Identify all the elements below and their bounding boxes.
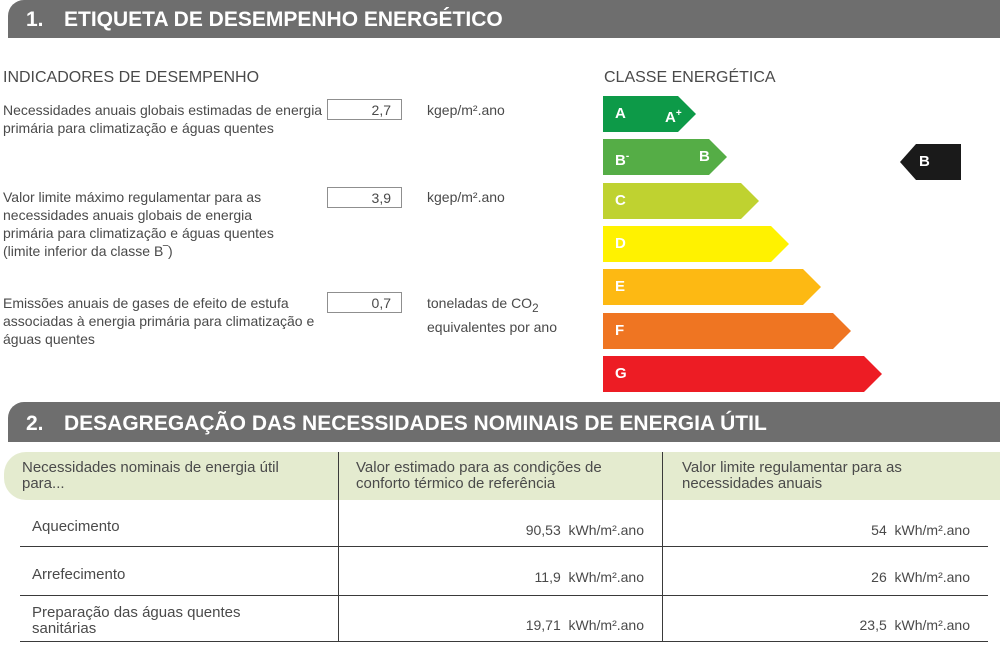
row-hot-water-limit: 23,5 kWh/m².ano bbox=[859, 617, 971, 633]
current-class-indicator: B bbox=[900, 144, 961, 180]
current-class-label: B bbox=[919, 153, 930, 170]
section-1-title: ETIQUETA DE DESEMPENHO ENERGÉTICO bbox=[64, 8, 503, 31]
bar-c-label: C bbox=[615, 192, 626, 209]
energy-class-heading: CLASSE ENERGÉTICA bbox=[604, 69, 776, 86]
row-cooling-label: Arrefecimento bbox=[32, 566, 126, 583]
indicator-1-label: Necessidades anuais globais estimadas de… bbox=[3, 102, 323, 136]
row-cooling-limit: 26 kWh/m².ano bbox=[871, 569, 970, 585]
energy-bar-f: F bbox=[603, 313, 851, 349]
row-heating-limit: 54 kWh/m².ano bbox=[871, 522, 970, 538]
energy-bar-c: C bbox=[603, 183, 759, 219]
row-heating-label: Aquecimento bbox=[32, 518, 120, 535]
table-header-limit: Valor limite regulamentar para as necess… bbox=[682, 459, 902, 492]
bar-a-left-label: A bbox=[615, 105, 626, 122]
indicator-2-unit: kgep/m².ano bbox=[427, 189, 505, 205]
energy-bar-e: E bbox=[603, 269, 821, 305]
bar-b-left-label: B- bbox=[615, 151, 630, 169]
co2-subscript: 2 bbox=[532, 301, 539, 315]
co2-unit-text: toneladas de CO bbox=[427, 295, 533, 311]
section-2-number: 2. bbox=[26, 412, 44, 435]
indicator-1-value: 2,7 bbox=[327, 99, 402, 120]
bar-d-label: D bbox=[615, 235, 626, 252]
bar-f-label: F bbox=[615, 322, 625, 339]
energy-bar-b: B- B bbox=[603, 139, 727, 175]
row-hot-water-estimated: 19,71 kWh/m².ano bbox=[525, 617, 644, 633]
table-row-separator bbox=[20, 595, 988, 596]
table-header-row: Necessidades nominais de energia útil pa… bbox=[4, 452, 1000, 500]
table-row-separator bbox=[20, 546, 988, 547]
row-hot-water-label: Preparação das águas quentes sanitárias bbox=[32, 604, 241, 637]
table-divider-1 bbox=[338, 452, 339, 642]
row-heating-estimated: 90,53 kWh/m².ano bbox=[525, 522, 644, 538]
bar-b-right-label: B bbox=[699, 148, 710, 165]
indicators-heading: INDICADORES DE DESEMPENHO bbox=[3, 69, 260, 86]
indicator-3-label: Emissões anuais de gases de efeito de es… bbox=[3, 295, 315, 347]
energy-bar-d: D bbox=[603, 226, 789, 262]
indicator-3-unit: toneladas de CO2 equivalentes por ano bbox=[427, 294, 557, 336]
table-header-estimated: Valor estimado para as condições de conf… bbox=[356, 459, 602, 492]
indicator-1-unit: kgep/m².ano bbox=[427, 102, 505, 118]
indicator-2-label: Valor limite máximo regulamentar para as… bbox=[3, 189, 274, 259]
bar-a-right-label: A+ bbox=[665, 108, 682, 126]
section-1-number: 1. bbox=[26, 8, 44, 31]
table-divider-2 bbox=[662, 452, 663, 642]
bar-e-label: E bbox=[615, 278, 626, 295]
section-2-header: 2. DESAGREGAÇÃO DAS NECESSIDADES NOMINAI… bbox=[8, 402, 1000, 442]
co2-unit-line2: equivalentes por ano bbox=[427, 318, 557, 335]
section-1-header: 1. ETIQUETA DE DESEMPENHO ENERGÉTICO bbox=[8, 0, 1000, 38]
energy-bar-g: G bbox=[603, 356, 882, 392]
indicator-3-value: 0,7 bbox=[327, 292, 402, 313]
bar-g-label: G bbox=[615, 365, 627, 382]
section-2-title: DESAGREGAÇÃO DAS NECESSIDADES NOMINAIS D… bbox=[64, 412, 767, 435]
indicator-2-value: 3,9 bbox=[327, 187, 402, 208]
table-header-need: Necessidades nominais de energia útil pa… bbox=[22, 459, 279, 492]
row-cooling-estimated: 11,9 kWh/m².ano bbox=[534, 569, 644, 585]
table-row-separator bbox=[20, 641, 988, 642]
energy-bar-a: A A+ bbox=[603, 96, 696, 132]
